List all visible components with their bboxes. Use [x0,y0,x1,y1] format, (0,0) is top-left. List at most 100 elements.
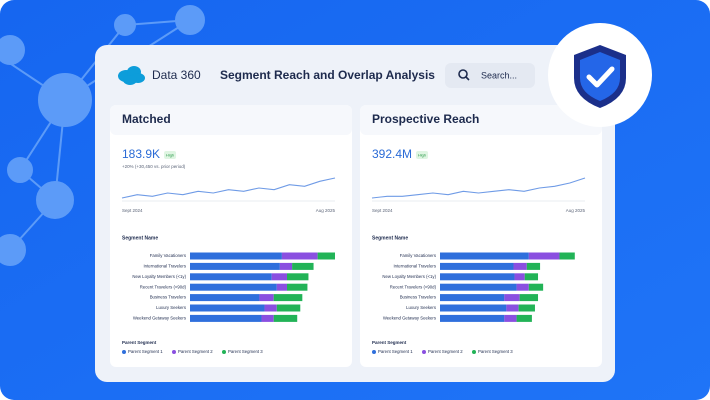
panel-title: Prospective Reach [372,112,479,126]
category-label: Recent Travelers (<90d) [390,284,437,289]
bar-segment [190,294,260,302]
kpi-badge-label: High [166,153,174,158]
kpi-value: 392.4M [372,147,412,161]
kpi-badge-label: High [418,153,426,158]
bar-segment [440,283,517,291]
legend-label: Parent Segment 3 [478,349,513,354]
legend-marker [172,350,176,354]
category-label: International Travelers [393,264,436,269]
trend-x-start: Sept 2024 [372,208,393,213]
bar-axis-title: Segment Name [122,235,158,241]
legend-label: Parent Segment 2 [428,349,463,354]
panel [360,105,602,367]
panel-header [360,105,602,135]
brand-name: Data 360 [152,68,201,82]
kpi-badge [416,151,429,159]
bar-segment [504,294,520,302]
bar-segment [261,314,274,322]
bar-segment [273,294,303,302]
panel-title: Matched [122,112,171,126]
legend-marker [122,350,126,354]
bar-segment [559,252,575,260]
legend-marker [472,350,476,354]
bar-segment [519,294,539,302]
bar-segment [526,262,541,270]
bar-segment [524,273,539,281]
search-box[interactable]: Search... [445,63,535,88]
bar-segment [506,304,519,312]
trend-line [371,177,586,199]
category-label: New Loyalty Members (<1y) [382,274,436,279]
bar-segment [190,304,265,312]
panel-header [110,105,352,135]
legend-label: Parent Segment 2 [178,349,213,354]
trend-x-end: Aug 2025 [566,208,586,213]
category-label: Luxury Seekers [406,305,436,310]
brand-logo [118,66,145,85]
shield-badge [548,23,652,127]
bar-segment [528,283,544,291]
bar-segment [281,252,318,260]
bar-segment [440,273,515,281]
kpi-value: 183.9K [122,147,160,161]
bar-segment [190,314,262,322]
bar-segment [513,262,527,270]
bar-segment [440,304,507,312]
kpi-badge [164,151,177,159]
bar-segment [273,314,298,322]
legend-title: Parent Segment [372,340,407,345]
legend-marker [422,350,426,354]
trend-line [121,177,336,199]
category-label: International Travelers [143,264,186,269]
bar-segment [276,283,288,291]
bar-segment [292,262,314,270]
legend-title: Parent Segment [122,340,157,345]
bar-segment [264,304,277,312]
bar-segment [518,304,535,312]
bar-segment [259,294,274,302]
legend-marker [372,350,376,354]
bar-segment [287,283,308,291]
category-label: New Loyalty Members (<1y) [132,274,186,279]
category-label: Weekend Getaway Seekers [133,316,186,321]
bar-segment [440,262,514,270]
bar-segment [514,273,525,281]
bar-segment [504,314,517,322]
bar-axis-title: Segment Name [372,235,408,241]
bar-segment [440,314,505,322]
search-placeholder: Search... [481,70,517,80]
category-label: Family Vacationers [150,253,186,258]
panels: Matched 183.9K High +20% (+30,450 vs. prior… [110,105,602,367]
bar-segment [440,252,529,260]
panel [110,105,352,367]
bar-segment [279,262,293,270]
bar-segment [516,283,529,291]
bar-segment [287,273,309,281]
category-label: Luxury Seekers [156,305,186,310]
page-title: Segment Reach and Overlap Analysis [220,68,435,82]
legend-label: Parent Segment 1 [128,349,163,354]
bar-segment [271,273,288,281]
legend-label: Parent Segment 3 [228,349,263,354]
trend-x-end: Aug 2025 [316,208,336,213]
category-label: Recent Travelers (<90d) [140,284,187,289]
search-field[interactable] [445,63,535,88]
bar-segment [528,252,560,260]
search-icon-handle [465,76,470,81]
category-label: Weekend Getaway Seekers [383,316,436,321]
bar-segment [190,273,272,281]
category-label: Family Vacationers [400,253,436,258]
bar-segment [440,294,505,302]
bar-segment [516,314,532,322]
legend-marker [222,350,226,354]
kpi-change: +20% (+30,450 vs. prior period) [122,164,186,169]
trend-x-start: Sept 2024 [122,208,143,213]
bar-segment [190,262,280,270]
search-icon [458,69,468,79]
category-label: Business Travelers [400,295,436,300]
legend-label: Parent Segment 1 [378,349,413,354]
bar-segment [190,283,277,291]
bar-segment [276,304,301,312]
bar-segment [190,252,282,260]
